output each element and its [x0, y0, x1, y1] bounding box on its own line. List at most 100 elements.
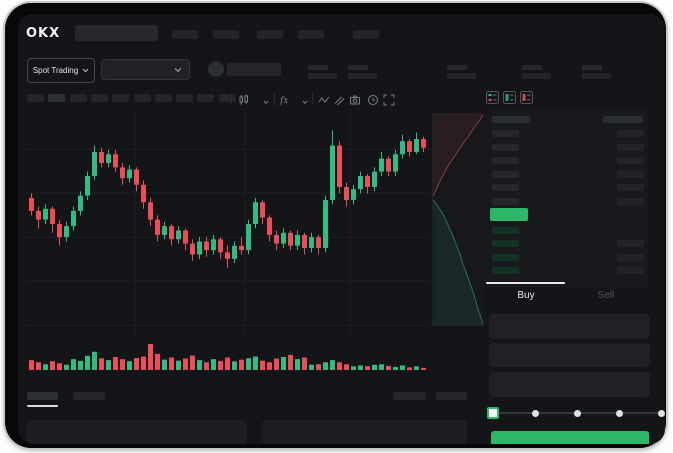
timeframe-button[interactable] — [218, 94, 236, 102]
candle — [274, 234, 279, 244]
timeframe-button[interactable] — [27, 94, 44, 102]
candle — [225, 252, 230, 259]
slider-step-dot[interactable] — [657, 410, 665, 417]
ask-amount-bar[interactable] — [617, 143, 644, 151]
timeframe-button[interactable] — [112, 94, 130, 102]
bid-price-bar[interactable] — [492, 226, 519, 234]
ask-price-bar[interactable] — [492, 184, 519, 191]
chevron-down-icon — [174, 67, 182, 72]
bid-price-bar[interactable] — [492, 267, 519, 274]
candlestick-chart[interactable] — [25, 111, 430, 335]
clock-icon[interactable] — [366, 93, 379, 106]
nav-item-placeholder[interactable] — [172, 30, 198, 39]
timeframe-button[interactable] — [133, 94, 151, 102]
candle — [190, 243, 195, 255]
ask-price-bar[interactable] — [492, 130, 519, 137]
bid-amount-bar[interactable] — [617, 240, 644, 247]
bottom-panel-right — [262, 420, 467, 444]
ask-amount-bar[interactable] — [617, 197, 644, 205]
bid-price-bar[interactable] — [492, 253, 519, 261]
bottom-tab-history[interactable] — [73, 392, 105, 400]
line-style-icon[interactable] — [317, 93, 330, 106]
bottom-link-2[interactable] — [436, 392, 467, 400]
timeframe-button[interactable] — [154, 94, 172, 102]
book-bids-icon[interactable] — [503, 91, 516, 104]
ask-price-bar[interactable] — [492, 197, 519, 205]
book-asks-icon[interactable] — [520, 91, 533, 104]
bid-price-bar[interactable] — [492, 240, 519, 247]
market-type-selector[interactable]: Spot Trading — [27, 58, 95, 83]
ticker-stat — [582, 65, 612, 80]
draw-icon[interactable] — [332, 93, 345, 106]
depth-chart[interactable] — [432, 113, 485, 326]
timeframe-button[interactable] — [176, 94, 194, 102]
candle — [351, 189, 356, 201]
tab-sell[interactable]: Sell — [597, 290, 615, 301]
fullscreen-icon[interactable] — [382, 93, 395, 106]
candle — [134, 169, 139, 185]
coin-avatar[interactable] — [208, 61, 224, 77]
timeframe-button[interactable] — [48, 94, 66, 102]
book-both-icon[interactable] — [486, 91, 499, 104]
slider-handle[interactable] — [487, 407, 499, 419]
bid-amount-bar[interactable] — [617, 267, 644, 274]
timeframe-button[interactable] — [90, 94, 108, 102]
timeframe-button[interactable] — [69, 94, 87, 102]
candle — [281, 232, 286, 244]
bottom-link-1[interactable] — [393, 392, 426, 400]
camera-icon[interactable] — [348, 93, 361, 106]
ask-price-bar[interactable] — [492, 170, 519, 178]
slider-step-dot[interactable] — [531, 410, 539, 417]
candle-type-icon[interactable] — [237, 93, 250, 106]
candle — [393, 154, 398, 172]
candle — [330, 145, 335, 201]
stat-label-placeholder — [522, 65, 542, 70]
ticker-stat — [348, 65, 378, 80]
total-input[interactable] — [489, 372, 650, 397]
nav-item-placeholder[interactable] — [257, 30, 283, 39]
amount-input[interactable] — [489, 343, 650, 367]
ask-price-bar[interactable] — [492, 157, 519, 164]
nav-item-placeholder[interactable] — [213, 30, 239, 39]
slider-step-dot[interactable] — [615, 410, 623, 417]
buy-button[interactable] — [491, 431, 649, 444]
candle — [162, 226, 167, 235]
orderbook-col-header — [492, 116, 530, 123]
nav-item-placeholder[interactable] — [298, 30, 324, 39]
ask-amount-bar[interactable] — [617, 130, 644, 137]
bottom-tab-orders[interactable] — [27, 392, 58, 400]
candle — [239, 245, 244, 251]
candle — [71, 210, 76, 227]
ask-amount-bar[interactable] — [617, 157, 644, 164]
nav-item-placeholder[interactable] — [353, 30, 379, 39]
pair-name-placeholder — [227, 63, 281, 76]
candle — [99, 152, 104, 163]
last-price-highlight[interactable] — [490, 208, 528, 221]
candle — [267, 217, 272, 235]
stat-label-placeholder — [447, 65, 467, 70]
candle — [323, 200, 328, 248]
volume-chart[interactable] — [25, 341, 430, 371]
slider-step-dot[interactable] — [573, 410, 581, 417]
bid-amount-bar[interactable] — [617, 253, 644, 261]
tab-buy[interactable]: Buy — [517, 290, 535, 301]
ask-price-bar[interactable] — [492, 143, 519, 151]
indicators-fx-icon[interactable]: fx — [279, 93, 295, 106]
timeframe-button[interactable] — [197, 94, 215, 102]
bottom-active-tab-indicator — [27, 405, 58, 407]
candle — [85, 176, 90, 196]
candle — [414, 138, 419, 153]
chevron-down-icon[interactable] — [259, 95, 272, 108]
candle — [50, 208, 55, 224]
ask-amount-bar[interactable] — [617, 170, 644, 178]
candle — [141, 184, 146, 203]
ask-amount-bar[interactable] — [617, 184, 644, 191]
pair-selector-dropdown[interactable] — [101, 59, 190, 80]
chevron-down-icon[interactable] — [298, 95, 311, 108]
divider — [231, 93, 232, 105]
active-tab-indicator — [486, 282, 565, 284]
price-input[interactable] — [489, 314, 650, 339]
candle — [400, 141, 405, 155]
search-box[interactable] — [75, 25, 158, 41]
